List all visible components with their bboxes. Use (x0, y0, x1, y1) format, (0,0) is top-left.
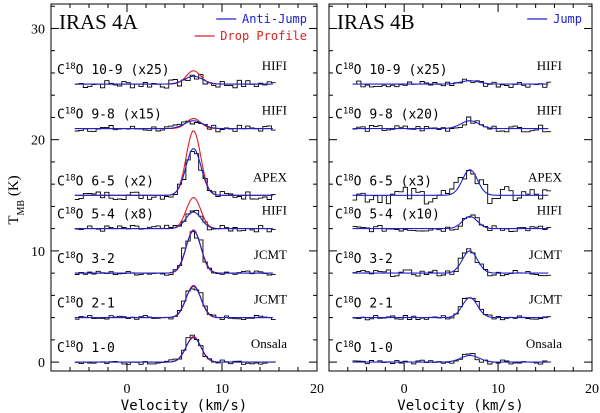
transition-label: C18O 3-2 (335, 251, 393, 267)
y-tick-label: 20 (31, 134, 45, 149)
transition-label: C18O 9-8 (x15) (57, 107, 162, 123)
legend-label: Jump (553, 12, 582, 26)
x-axis-label: Velocity (km/s) (397, 398, 523, 413)
spectrum-0: C18O 10-9 (x25) HIFI (57, 58, 287, 89)
model-anti-jump (74, 75, 273, 85)
model-anti-jump (74, 230, 273, 274)
model-anti-jump (74, 337, 273, 363)
panel-title: IRAS 4A (59, 10, 139, 34)
instrument-label: HIFI (262, 58, 287, 73)
instrument-label: Onsala (251, 336, 287, 351)
transition-label: C18O 2-1 (335, 296, 393, 312)
model-jump (352, 80, 549, 85)
transition-label: C18O 6-5 (x3) (335, 173, 432, 189)
model-jump (352, 250, 549, 274)
transition-label: C18O 5-4 (x8) (57, 207, 154, 223)
spectrum-5: C18O 2-1 JCMT (335, 292, 562, 321)
panel-title: IRAS 4B (337, 10, 415, 34)
observed-spectrum (74, 120, 276, 133)
y-axis-label: TMB (K) (6, 175, 27, 224)
x-tick-label: 0 (124, 382, 131, 397)
spectrum-3: C18O 5-4 (x8) HIFI (57, 197, 287, 233)
x-tick-label: 10 (491, 382, 505, 397)
instrument-label: HIFI (537, 203, 562, 218)
transition-label: C18O 1-0 (335, 340, 393, 356)
transition-label: C18O 2-1 (57, 296, 115, 312)
spectrum-6: C18O 1-0 Onsala (57, 334, 287, 365)
transition-label: C18O 6-5 (x2) (57, 173, 154, 189)
observed-spectrum (352, 248, 552, 277)
observed-spectrum (74, 210, 276, 233)
instrument-label: JCMT (254, 247, 287, 262)
transition-label: C18O 9-8 (x20) (335, 107, 440, 123)
instrument-label: APEX (253, 169, 288, 184)
instrument-label: JCMT (529, 247, 562, 262)
transition-label: C18O 10-9 (x25) (57, 62, 170, 78)
panel-iras-4a: 0 10 20 0 10 20 30 Velocity (km/s) IRAS 4A Anti-J… (31, 3, 324, 413)
transition-label: C18O 10-9 (x25) (335, 62, 448, 78)
transition-label: C18O 5-4 (x10) (335, 207, 440, 223)
transition-label: C18O 1-0 (57, 340, 115, 356)
instrument-label: HIFI (537, 58, 562, 73)
panel-iras-4b: 0 10 20 Velocity (km/s) IRAS 4B Jump C18O 10-9… (328, 3, 599, 413)
model-anti-jump (74, 285, 273, 319)
observed-spectrum (352, 170, 552, 205)
y-tick-label: 0 (38, 356, 45, 371)
spectrum-4: C18O 3-2 JCMT (57, 229, 287, 276)
instrument-label: APEX (528, 169, 563, 184)
spectrum-1: C18O 9-8 (x15) HIFI (57, 103, 287, 133)
spectrum-4: C18O 3-2 JCMT (335, 247, 562, 277)
x-axis-label: Velocity (km/s) (121, 398, 247, 413)
model-jump (352, 169, 549, 196)
model-jump (352, 354, 549, 363)
spectrum-1: C18O 9-8 (x20) HIFI (335, 103, 562, 133)
model-anti-jump (74, 211, 273, 230)
x-tick-label: 10 (215, 382, 229, 397)
instrument-label: HIFI (262, 203, 287, 218)
spectrum-2: C18O 6-5 (x3) APEX (335, 169, 563, 205)
instrument-label: JCMT (529, 292, 562, 307)
legend-label: Anti-Jump (242, 12, 307, 26)
transition-label: C18O 3-2 (57, 251, 115, 267)
instrument-label: JCMT (254, 292, 287, 307)
spectrum-2: C18O 6-5 (x2) APEX (57, 130, 288, 200)
y-tick-label: 10 (31, 245, 45, 260)
model-anti-jump (74, 120, 273, 130)
legend-label: Drop Profile (220, 29, 307, 43)
spectrum-6: C18O 1-0 Onsala (335, 336, 562, 365)
x-tick-label: 20 (585, 382, 599, 397)
x-tick-label: 0 (401, 382, 408, 397)
x-tick-label: 20 (310, 382, 324, 397)
instrument-label: HIFI (262, 103, 287, 118)
instrument-label: HIFI (537, 103, 562, 118)
y-tick-label: 30 (31, 22, 45, 37)
observed-spectrum (352, 214, 552, 233)
model-jump (352, 215, 549, 230)
model-jump (352, 297, 549, 319)
observed-spectrum (352, 116, 552, 133)
observed-spectrum (74, 334, 276, 365)
instrument-label: Onsala (526, 336, 562, 351)
observed-spectrum (352, 78, 552, 88)
spectrum-5: C18O 2-1 JCMT (57, 284, 287, 321)
spectrum-3: C18O 5-4 (x10) HIFI (335, 203, 562, 233)
spectrum-0: C18O 10-9 (x25) HIFI (335, 58, 562, 88)
model-jump (352, 120, 549, 130)
model-anti-jump (74, 148, 273, 196)
